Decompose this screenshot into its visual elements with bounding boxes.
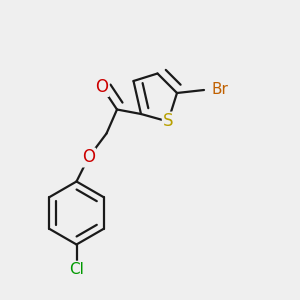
Text: O: O: [95, 78, 109, 96]
Text: O: O: [82, 148, 95, 166]
Text: Br: Br: [212, 82, 228, 98]
Text: S: S: [163, 112, 173, 130]
Text: Cl: Cl: [69, 262, 84, 277]
